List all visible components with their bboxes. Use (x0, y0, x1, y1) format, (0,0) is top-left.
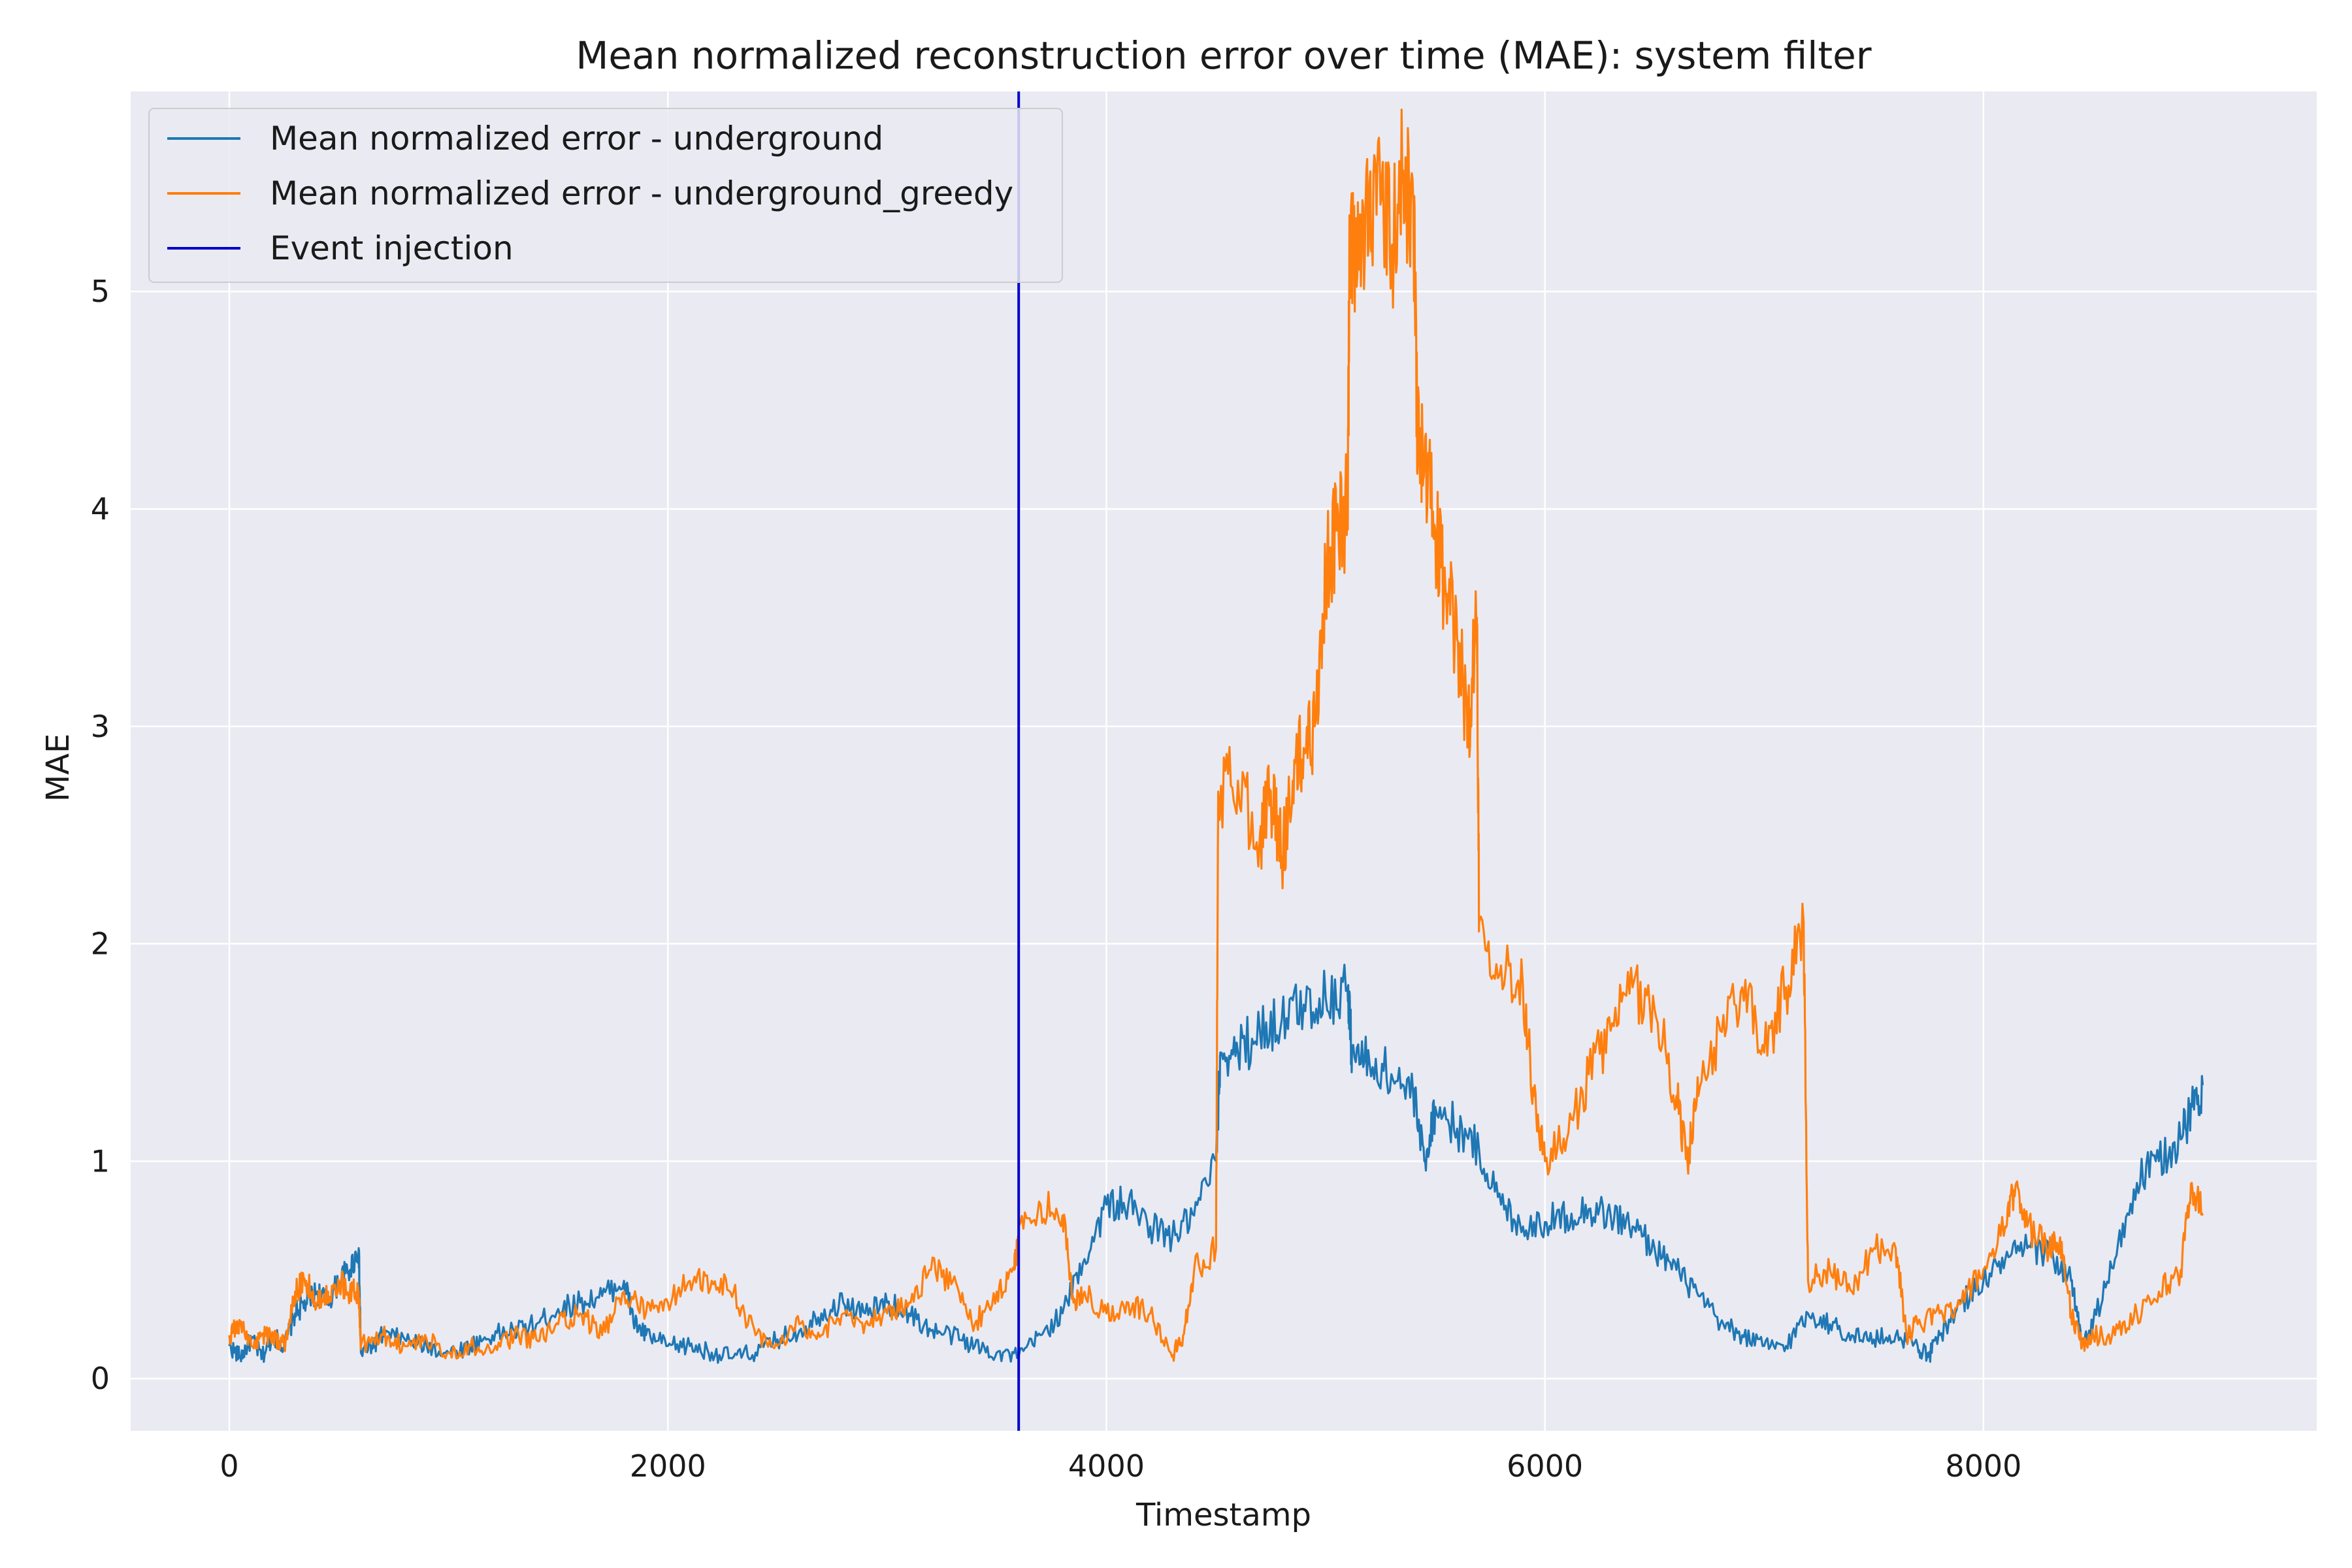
y-tick-label: 3 (91, 709, 110, 744)
legend-box (148, 108, 1063, 283)
x-tick-label: 6000 (1507, 1448, 1583, 1484)
chart-title: Mean normalized reconstruction error ove… (576, 33, 1871, 78)
x-tick-label: 8000 (1945, 1448, 2021, 1484)
legend: Mean normalized error - underground Mean … (148, 108, 1063, 283)
legend-label: Mean normalized error - underground (270, 120, 883, 157)
legend-label: Event injection (270, 229, 514, 267)
x-tick-label: 4000 (1068, 1448, 1145, 1484)
series-line-underground-greedy (228, 108, 2204, 1362)
y-tick-label: 2 (91, 926, 110, 962)
grid (131, 91, 2317, 1431)
legend-label: Mean normalized error - underground_gree… (270, 174, 1013, 212)
y-tick-label: 0 (91, 1361, 110, 1396)
x-axis-label: Timestamp (1135, 1497, 1311, 1533)
y-tick-label: 1 (91, 1143, 110, 1179)
x-tick-label: 0 (220, 1448, 238, 1484)
y-axis-label: MAE (40, 734, 76, 802)
series-layer (228, 91, 2204, 1431)
y-tick-label: 4 (91, 491, 110, 527)
tick-labels: 0 2000 4000 6000 8000 0 1 2 3 4 5 (91, 274, 2022, 1484)
x-tick-label: 2000 (630, 1448, 706, 1484)
y-tick-label: 5 (91, 274, 110, 309)
series-line-underground (228, 964, 2204, 1364)
